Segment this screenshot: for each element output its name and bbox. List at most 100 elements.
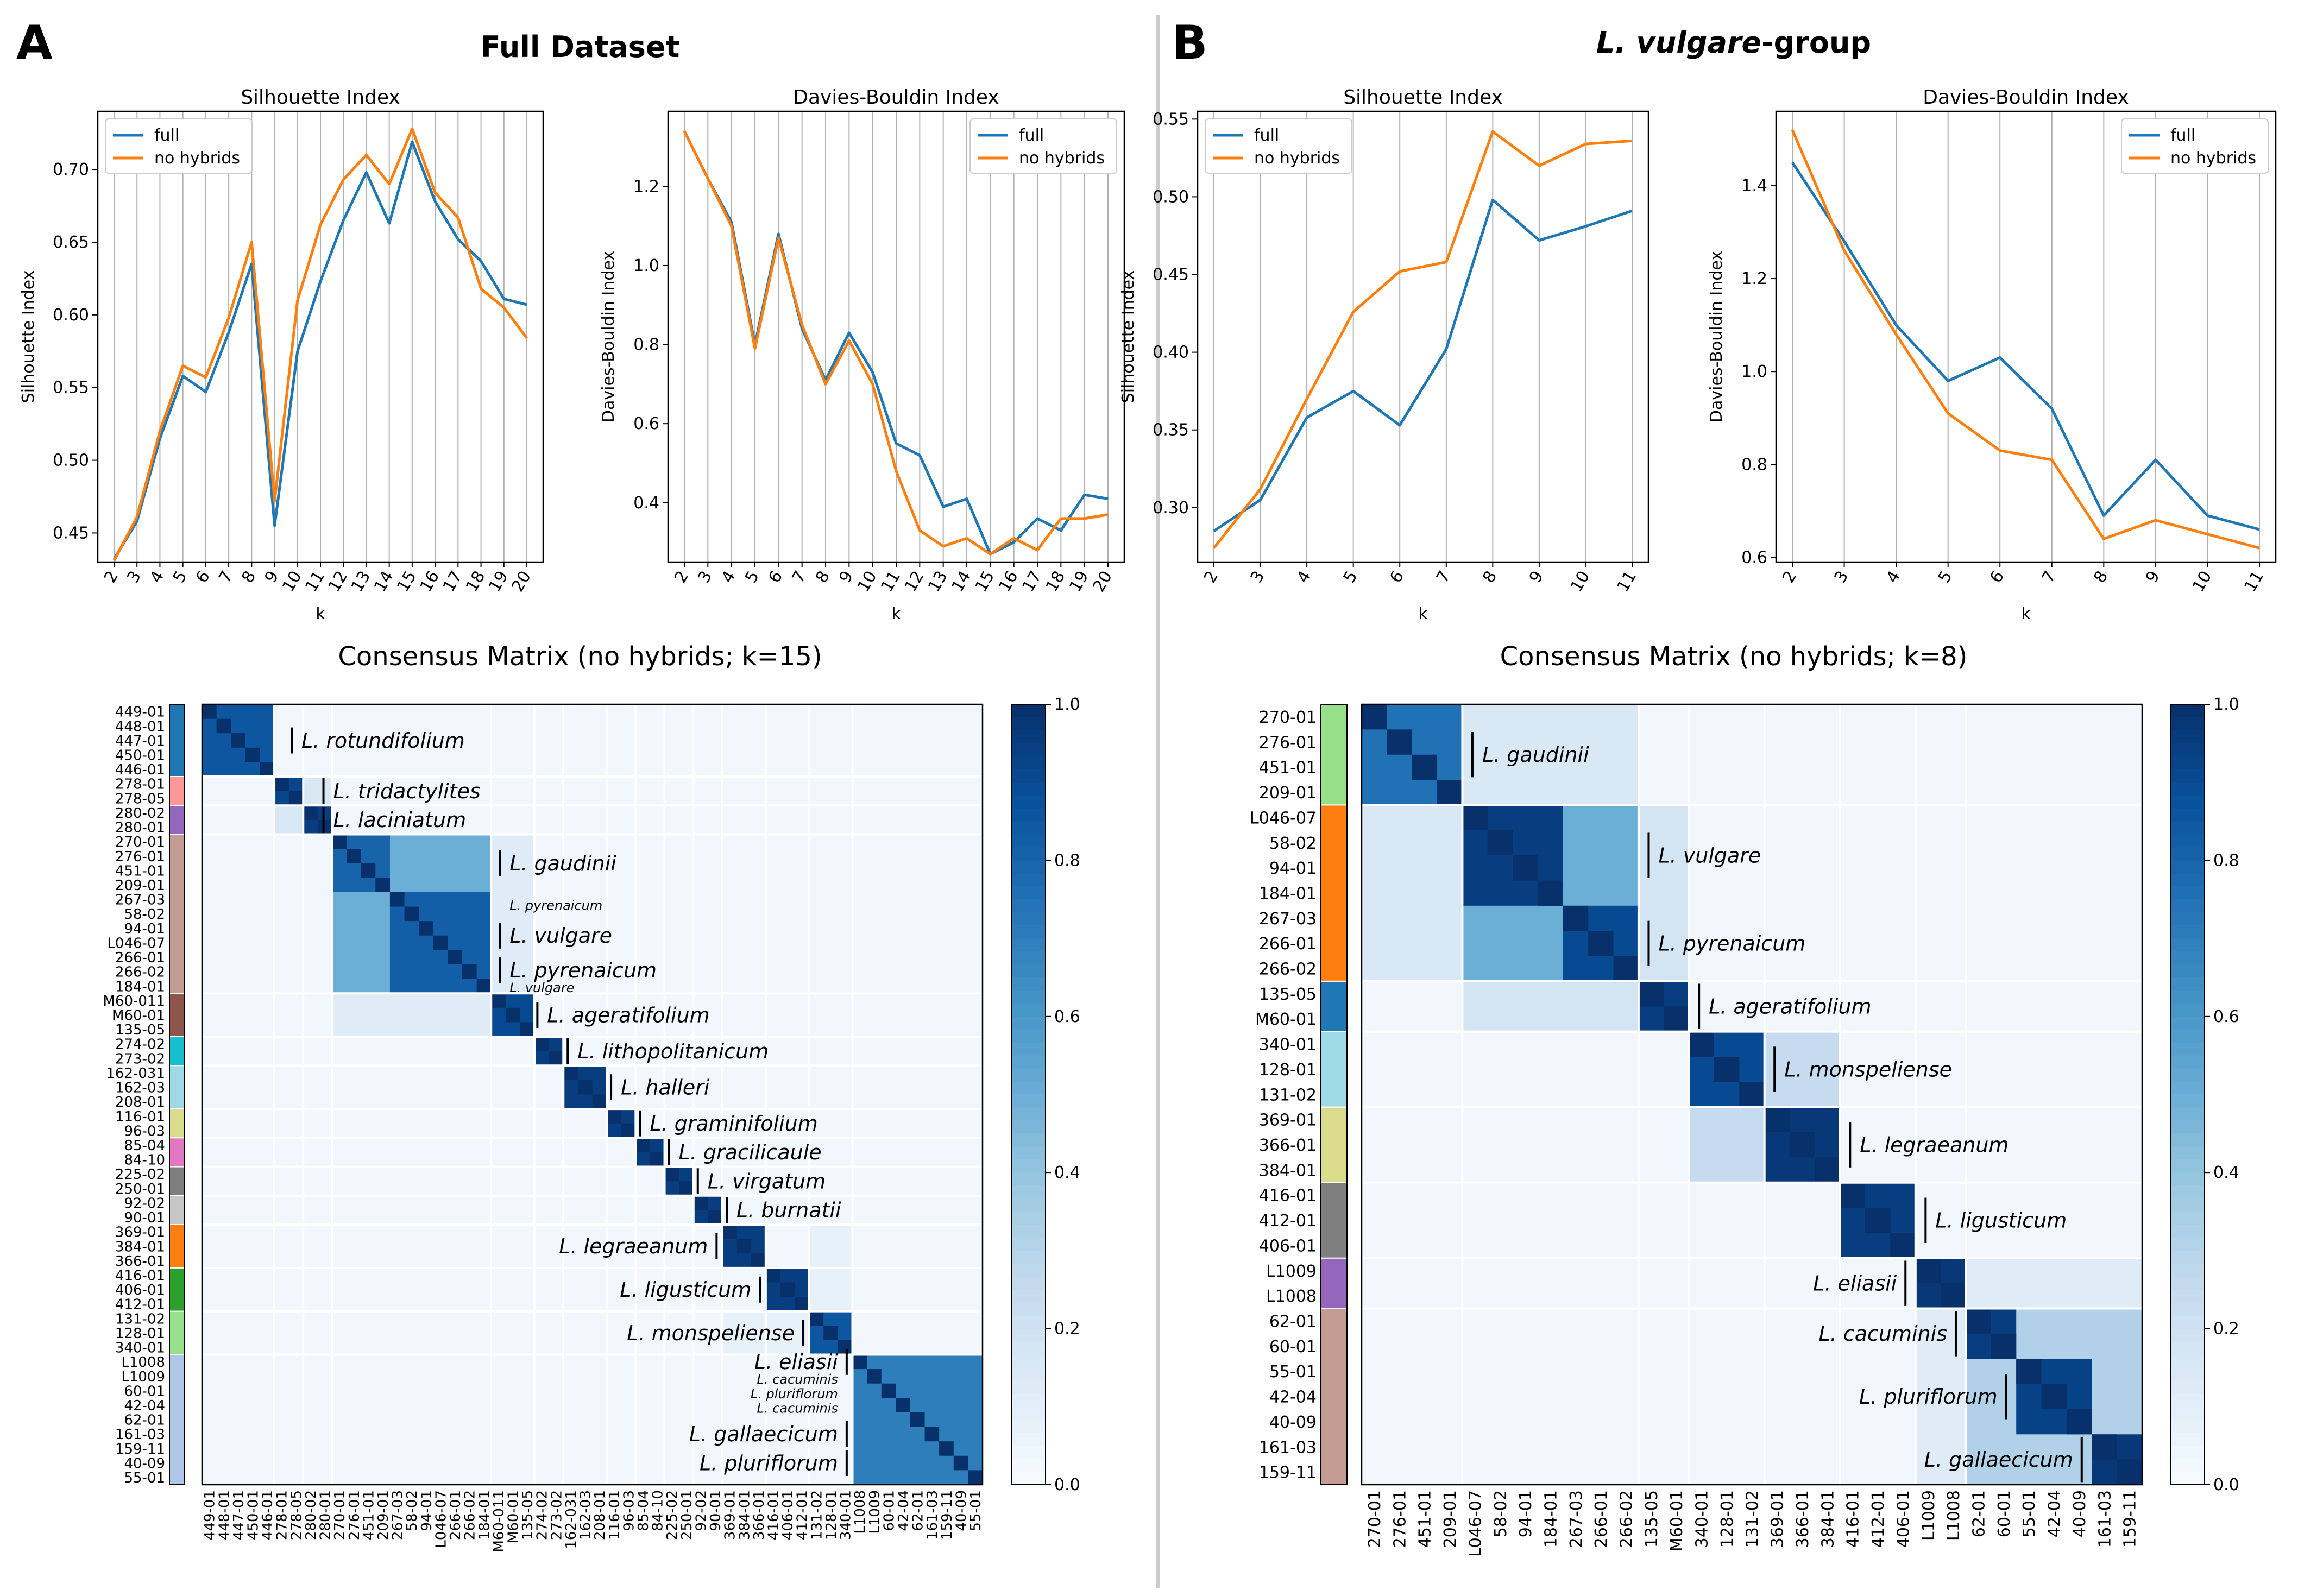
column-label: 161-03	[2095, 1490, 2114, 1548]
row-label: 60-01	[1269, 1338, 1317, 1357]
row-label: 131-02	[115, 1311, 165, 1327]
species-annotation: L. legraeanum	[559, 1234, 708, 1258]
colorbar-step	[2171, 1420, 2205, 1434]
y-tick-label: 0.6	[633, 414, 659, 433]
column-label: 55-01	[2020, 1490, 2039, 1537]
species-annotation: L. monspeliense	[627, 1321, 795, 1345]
colorbar-step	[1012, 1159, 1046, 1174]
heatmap-diagonal-cell	[260, 762, 275, 777]
y-tick-label: 0.8	[633, 336, 659, 355]
heatmap-offdiag-cell	[1362, 805, 1463, 981]
column-label: 159-11	[939, 1490, 955, 1540]
heatmap-diagonal-cell	[1613, 956, 1639, 981]
species-annotation: L. eliasii	[1813, 1271, 1897, 1295]
species-annotation: L. gracilicaule	[679, 1140, 822, 1164]
heatmap-diagonal-cell	[679, 1181, 694, 1196]
row-label: 278-01	[115, 777, 165, 793]
series-line-no-hybrids	[683, 130, 1109, 556]
heatmap-diagonal-cell	[1462, 805, 1488, 830]
heatmap-diagonal-cell	[1412, 754, 1438, 780]
colorbar-tick-label: 0.2	[1054, 1320, 1080, 1339]
colorbar-step	[2171, 769, 2205, 783]
column-label: 267-03	[1567, 1490, 1586, 1548]
x-axis-label: k	[891, 604, 901, 623]
column-label: 278-05	[288, 1490, 305, 1540]
heatmap-diagonal-cell	[736, 1239, 752, 1254]
row-label: 448-01	[115, 718, 165, 735]
y-axis-label: Silhouette Index	[1119, 270, 1138, 403]
colorbar-step	[1012, 847, 1046, 861]
legend-label: full	[154, 126, 179, 145]
row-label: 369-01	[115, 1225, 165, 1241]
group-color-bar-frame	[169, 704, 185, 1485]
row-label: 406-01	[1259, 1237, 1317, 1256]
heatmap-diagonal-cell	[389, 892, 405, 907]
group-color-bar-segment	[169, 1166, 185, 1196]
row-label: 92-02	[124, 1195, 165, 1212]
row-label: 90-01	[124, 1210, 165, 1226]
heatmap-diagonal-cell	[939, 1441, 954, 1456]
heatmap-diagonal-cell	[2066, 1409, 2092, 1435]
colorbar-step	[1012, 704, 1046, 718]
series-line-no-hybrids	[112, 127, 528, 562]
colorbar-step	[1012, 1406, 1046, 1421]
colorbar-step	[2171, 730, 2205, 744]
column-label: 42-04	[896, 1490, 912, 1531]
heatmap-diagonal-cell	[476, 979, 492, 994]
colorbar-step	[1012, 1198, 1046, 1213]
colorbar-step	[2171, 951, 2205, 965]
column-label: 266-02	[1617, 1490, 1636, 1548]
colorbar-step	[1012, 1367, 1046, 1381]
colorbar-step	[2171, 1289, 2205, 1303]
column-label: 62-01	[1969, 1490, 1988, 1537]
colorbar-step	[1012, 834, 1046, 848]
colorbar-step	[2171, 1172, 2205, 1187]
plot-frame	[1775, 110, 2277, 563]
column-label: 116-01	[607, 1490, 623, 1540]
heatmap-diagonal-cell	[1991, 1333, 2017, 1359]
colorbar-step	[2171, 1003, 2205, 1017]
row-label: 266-02	[1259, 960, 1317, 979]
heatmap-diagonal-cell	[1890, 1233, 1916, 1258]
species-annotation: L. legraeanum	[1860, 1133, 2009, 1157]
heatmap-diagonal-cell	[2117, 1459, 2142, 1485]
species-annotation: L. eliasii	[754, 1350, 838, 1374]
heatmap-diagonal-cell	[823, 1326, 838, 1340]
legend-label: no hybrids	[154, 149, 240, 168]
row-label: 451-01	[1259, 759, 1317, 778]
heatmap-offdiag-cell	[1764, 1031, 1840, 1107]
species-annotation: L. tridactylites	[333, 779, 481, 803]
colorbar-step	[1012, 769, 1046, 783]
column-label: 94-01	[1516, 1490, 1535, 1537]
column-label: 162-03	[578, 1490, 594, 1540]
heatmap-diagonal-cell	[1664, 1006, 1689, 1032]
heatmap-diagonal-cell	[1915, 1258, 1941, 1284]
row-label: 416-01	[1259, 1187, 1317, 1206]
row-label: 85-04	[124, 1138, 165, 1154]
heatmap-diagonal-cell	[635, 1138, 650, 1152]
panel-b-title-species: L. vulgare	[1596, 26, 1761, 60]
row-label: 266-01	[115, 950, 165, 966]
species-annotation: L. graminifolium	[650, 1112, 817, 1136]
heatmap-diagonal-cell	[1362, 704, 1387, 730]
heatmap-diagonal-cell	[1966, 1308, 1991, 1334]
colorbar-step	[2171, 1446, 2205, 1460]
column-label: 58-02	[404, 1490, 420, 1531]
heatmap-diagonal-cell	[809, 1311, 824, 1326]
column-label: 366-01	[1793, 1490, 1812, 1548]
species-annotation: L. vulgare	[1658, 843, 1761, 867]
column-label: 449-01	[202, 1490, 218, 1540]
heatmap-diagonal-cell	[953, 1455, 968, 1471]
colorbar-step	[2171, 1276, 2205, 1290]
row-label: 416-01	[115, 1267, 165, 1284]
column-label: 270-01	[332, 1490, 348, 1540]
colorbar-step	[2171, 1198, 2205, 1213]
colorbar-step	[1012, 1055, 1046, 1069]
column-label: 90-01	[708, 1490, 724, 1531]
row-label: 209-01	[115, 878, 165, 894]
heatmap-diagonal-cell	[1764, 1107, 1790, 1133]
chart-legend: full no hybrids	[2121, 118, 2269, 174]
y-tick-label: 0.4	[633, 494, 659, 513]
colorbar-step	[1012, 873, 1046, 887]
colorbar-step	[2171, 1107, 2205, 1121]
